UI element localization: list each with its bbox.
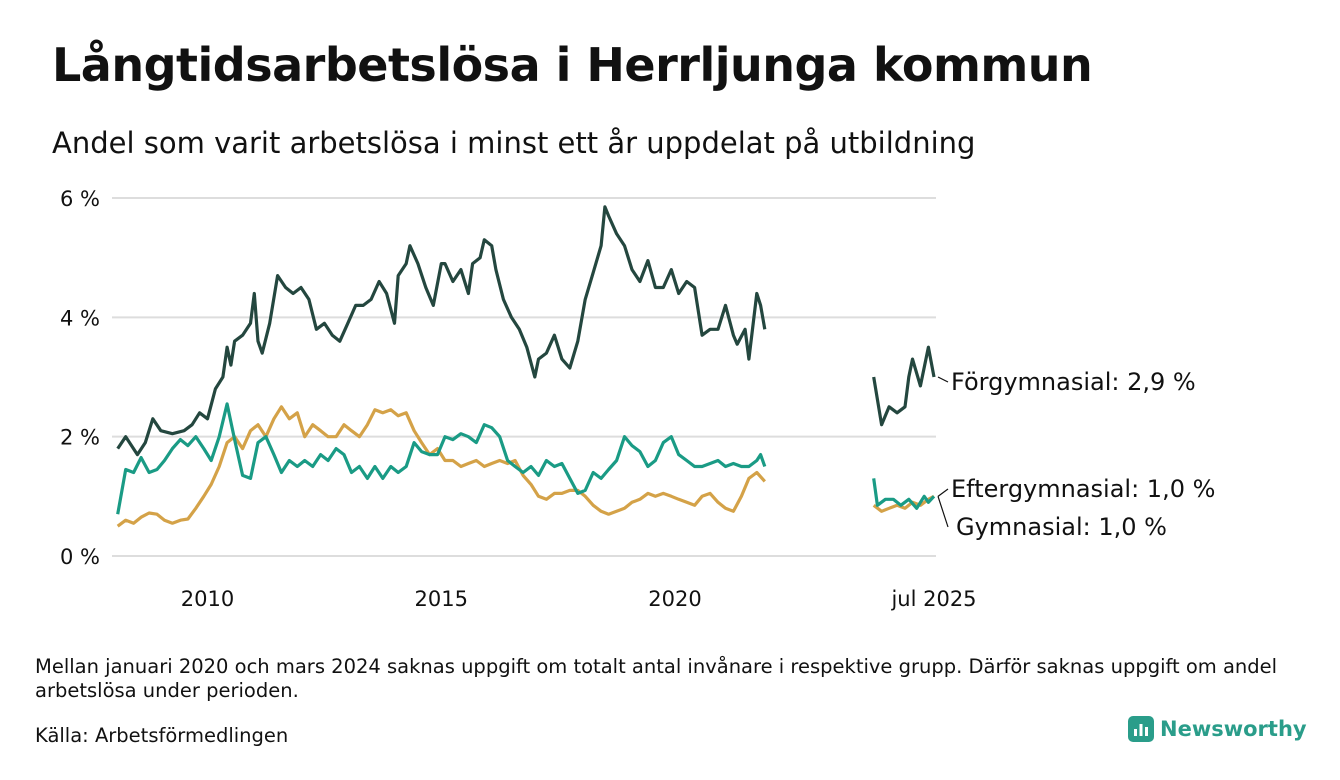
chart-title: Långtidsarbetslösa i Herrljunga kommun [52,38,1093,92]
label-leader-line [937,376,949,383]
line-chart: 0 % 2 % 4 % 6 % 2010 2015 2020 jul 2025 Förgym… [60,187,1215,611]
y-tick-label: 0 % [60,545,100,569]
label-leader-line [937,488,949,497]
gridlines [112,197,936,557]
series-labels: Förgymnasial: 2,9 % Eftergymnasial: 1,0 %… [937,368,1215,541]
y-tick-label: 2 % [60,426,100,450]
series-label: Gymnasial: 1,0 % [956,513,1167,541]
y-axis-tick-labels: 0 % 2 % 4 % 6 % [60,187,100,569]
x-tick-label: jul 2025 [890,587,976,611]
series-line [116,405,766,528]
series-label: Eftergymnasial: 1,0 % [951,475,1215,503]
series-line [872,494,935,513]
y-tick-label: 4 % [60,306,100,330]
series-label: Förgymnasial: 2,9 % [951,368,1196,396]
bar-chart-icon [1128,716,1154,742]
series-lines [116,205,936,528]
series-line [872,345,936,427]
x-tick-label: 2015 [415,587,468,611]
x-axis-tick-labels: 2010 2015 2020 jul 2025 [181,587,977,611]
source-note: Källa: Arbetsförmedlingen [35,724,289,747]
x-tick-label: 2010 [181,587,234,611]
series-line [116,205,767,457]
x-tick-label: 2020 [648,587,701,611]
series-line [116,402,767,515]
newsworthy-logo: Newsworthy [1128,716,1307,742]
footnote: Mellan januari 2020 och mars 2024 saknas… [35,655,1278,702]
y-tick-label: 6 % [60,187,100,211]
chart-subtitle: Andel som varit arbetslösa i minst ett å… [52,126,976,160]
brand-name: Newsworthy [1160,717,1307,741]
label-leader-line [937,496,949,528]
series-line [872,478,936,510]
